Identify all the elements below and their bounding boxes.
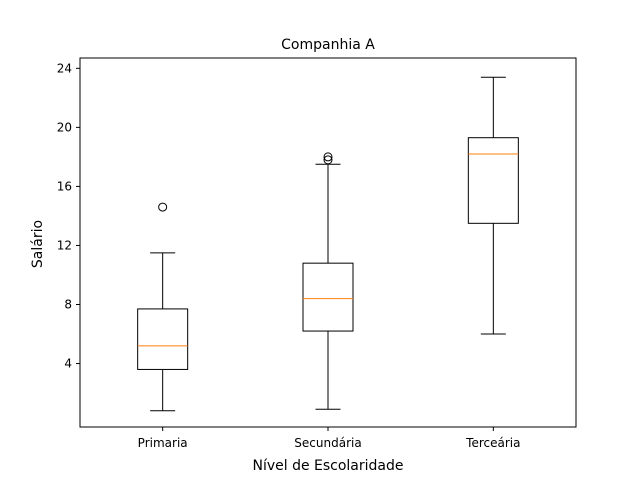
y-tick-label: 8 (64, 297, 72, 311)
x-tick-label: Secundária (294, 436, 361, 450)
y-tick-label: 4 (64, 357, 72, 371)
chart-title: Companhia A (281, 37, 375, 53)
y-axis-label: Salário (30, 220, 46, 268)
box-iqr (467, 137, 519, 224)
x-tick-label: Terceária (465, 436, 520, 450)
x-tick-label: Primaria (138, 436, 188, 450)
outlier-point (323, 152, 333, 162)
y-tick-label: 16 (57, 179, 72, 193)
outlier-point (323, 155, 333, 165)
y-tick-label: 12 (57, 238, 72, 252)
box-iqr (137, 308, 189, 370)
x-axis-label: Nível de Escolaridade (252, 458, 403, 474)
outlier-point (158, 202, 168, 212)
box-iqr (302, 262, 354, 332)
y-tick-label: 24 (57, 61, 72, 75)
y-tick-label: 20 (57, 120, 72, 134)
plot-layer: 4 8 12 16 20 24 Primaria Secundária Terceária (57, 57, 577, 450)
